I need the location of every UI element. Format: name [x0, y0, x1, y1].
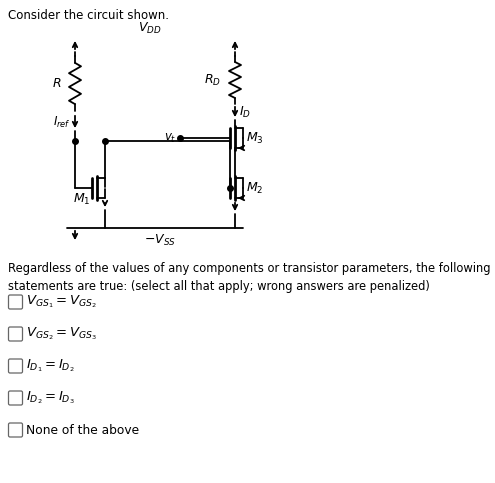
Text: $M_1$: $M_1$: [73, 192, 91, 207]
Text: $v_t$: $v_t$: [163, 131, 176, 144]
Text: Consider the circuit shown.: Consider the circuit shown.: [8, 9, 169, 22]
Text: $R_D$: $R_D$: [204, 72, 221, 87]
Text: $V_{DD}$: $V_{DD}$: [138, 21, 162, 36]
Text: $M_3$: $M_3$: [246, 130, 264, 145]
FancyBboxPatch shape: [8, 359, 22, 373]
FancyBboxPatch shape: [8, 391, 22, 405]
Text: $I_{D_1} = I_{D_2}$: $I_{D_1} = I_{D_2}$: [26, 358, 75, 374]
Text: $I_{ref}$: $I_{ref}$: [53, 114, 71, 129]
FancyBboxPatch shape: [8, 327, 22, 341]
FancyBboxPatch shape: [8, 423, 22, 437]
Text: $I_D$: $I_D$: [239, 104, 251, 120]
Text: $-V_{SS}$: $-V_{SS}$: [144, 233, 176, 248]
Text: None of the above: None of the above: [26, 424, 139, 437]
Text: $V_{GS_1} = V_{GS_2}$: $V_{GS_1} = V_{GS_2}$: [26, 294, 97, 310]
Text: Regardless of the values of any components or transistor parameters, the followi: Regardless of the values of any componen…: [8, 262, 491, 293]
Text: $V_{GS_2} = V_{GS_3}$: $V_{GS_2} = V_{GS_3}$: [26, 326, 97, 342]
Text: R: R: [52, 77, 61, 90]
Text: $M_2$: $M_2$: [246, 181, 263, 196]
FancyBboxPatch shape: [8, 295, 22, 309]
Text: $I_{D_2} = I_{D_3}$: $I_{D_2} = I_{D_3}$: [26, 390, 75, 406]
